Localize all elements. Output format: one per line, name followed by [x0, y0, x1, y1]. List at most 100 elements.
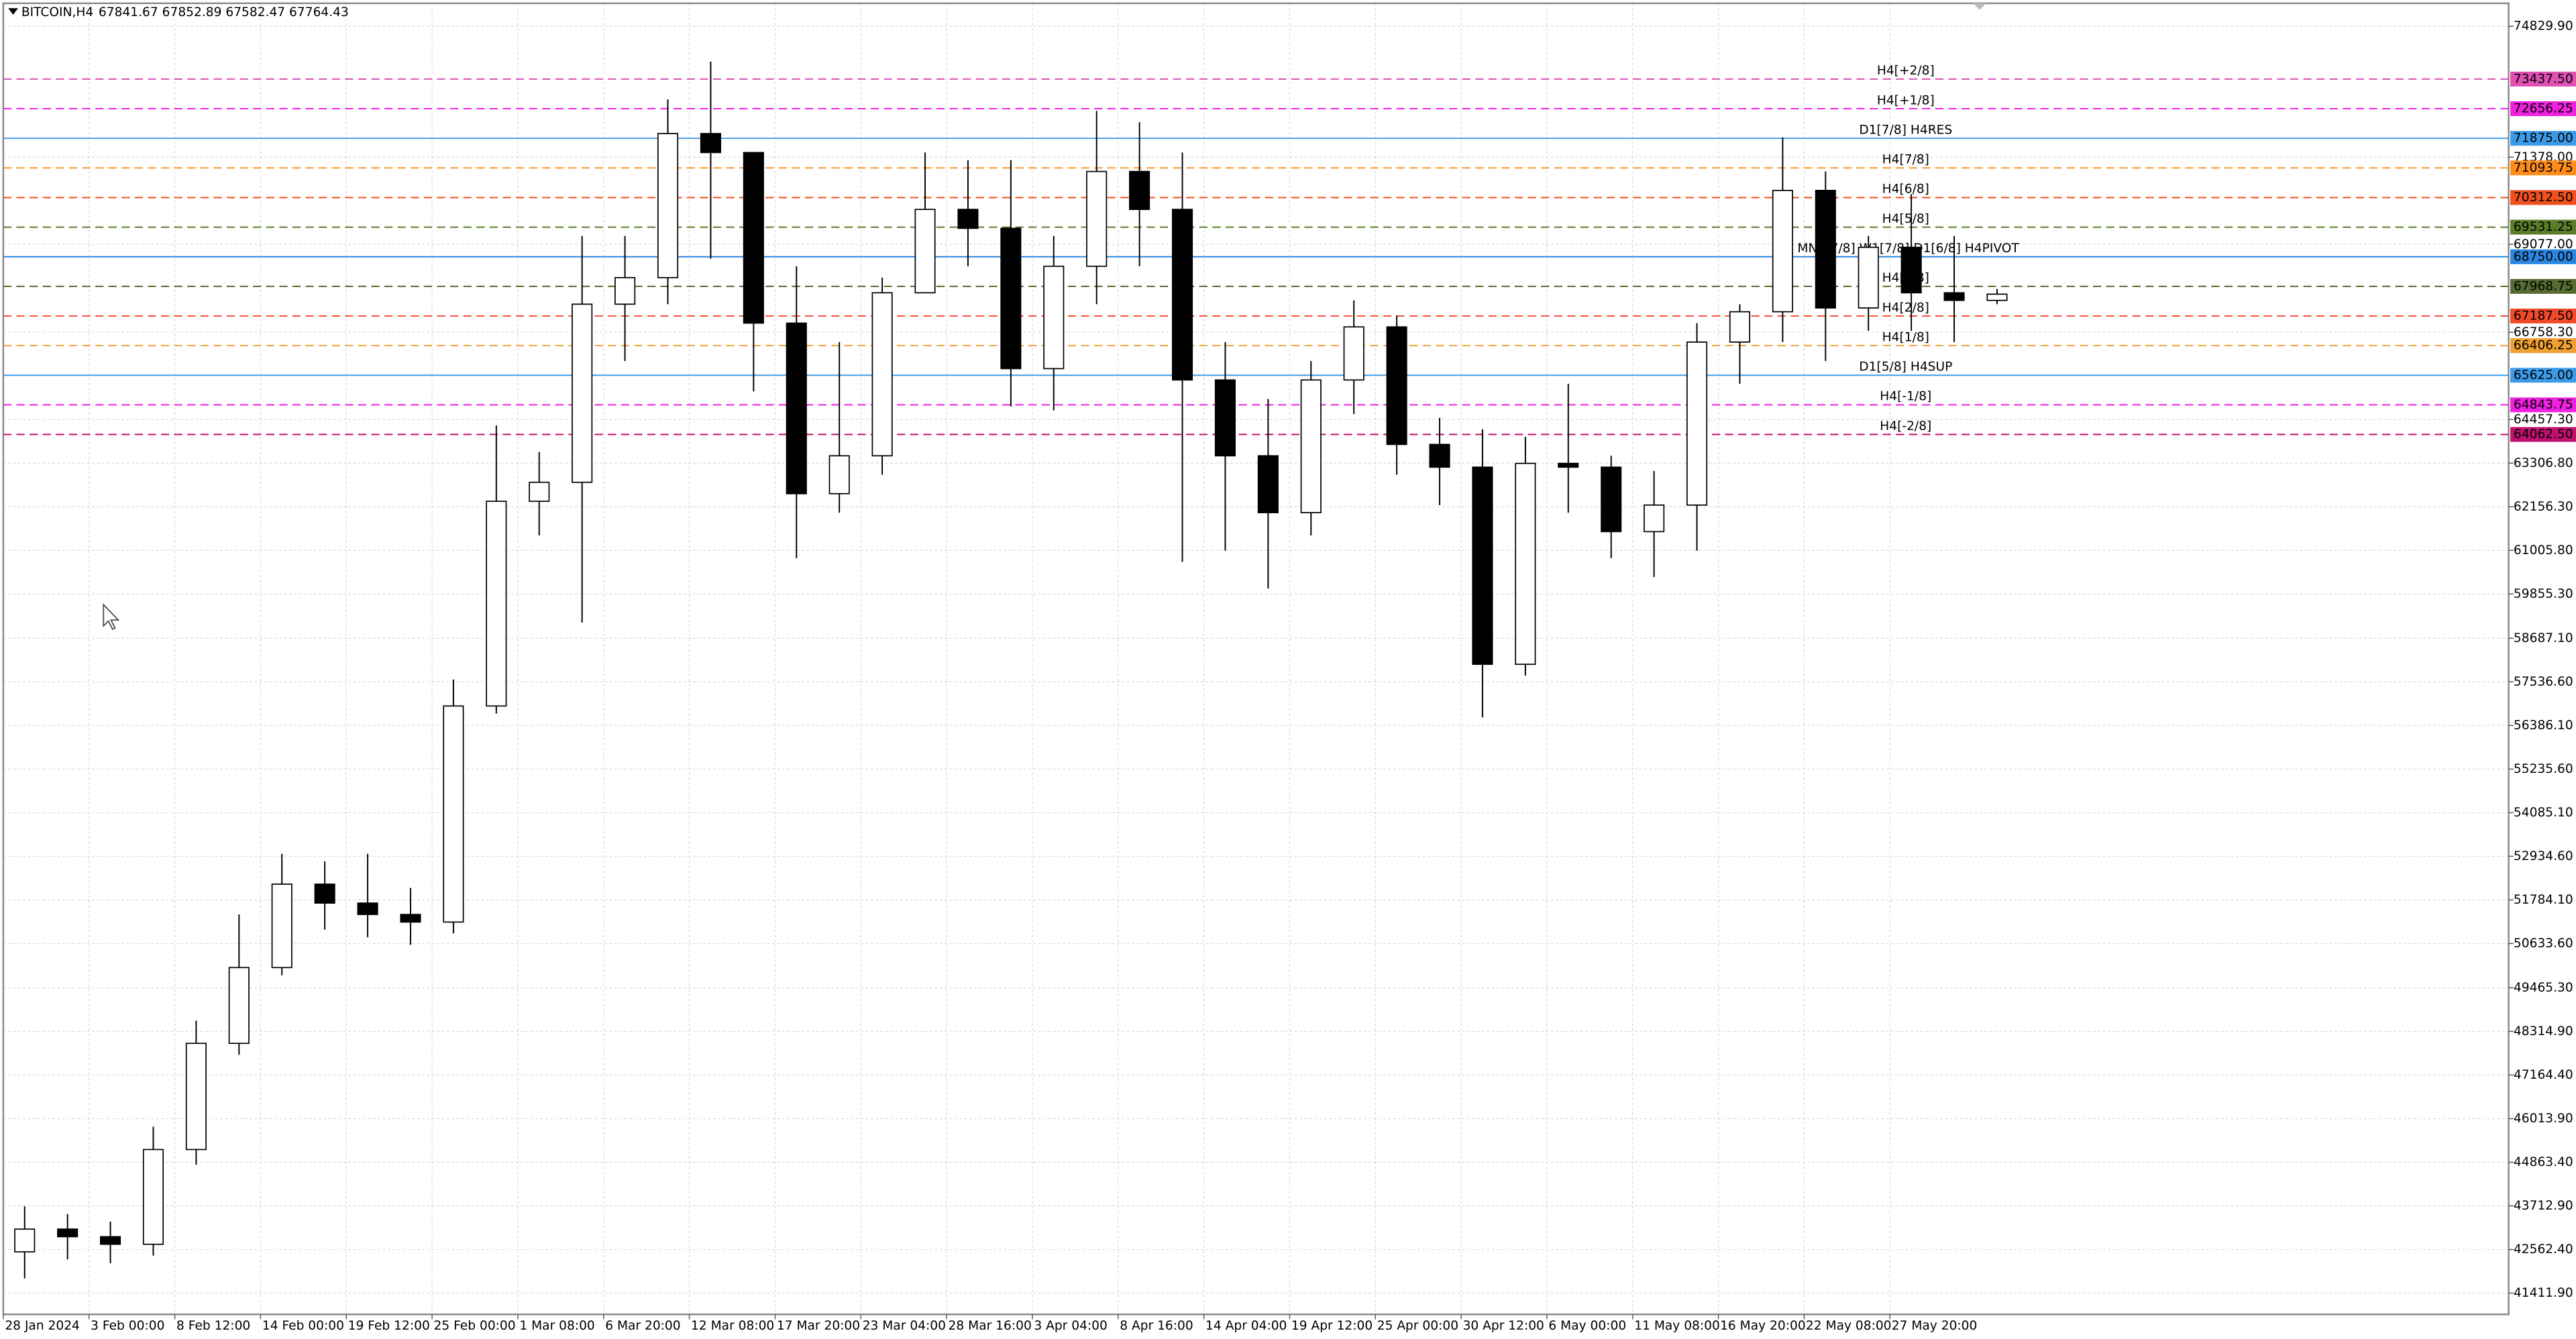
candle-body [228, 967, 250, 1045]
candle-body [1772, 190, 1793, 313]
y-tick-label: 61005.80 [2514, 543, 2573, 557]
candle-body [1686, 341, 1708, 506]
y-tick-label: 74829.90 [2514, 19, 2573, 34]
level-label: H4[2/8] [1882, 301, 1929, 315]
level-label: H4[-2/8] [1880, 419, 1931, 433]
price-box [2510, 219, 2576, 235]
price-box-label: 68750.00 [2514, 250, 2573, 264]
grid [3, 3, 2509, 1315]
candle-body [1558, 462, 1579, 468]
y-tick-label: 49465.30 [2514, 981, 2573, 995]
y-tick-label: 48314.90 [2514, 1024, 2573, 1038]
price-box [2510, 309, 2576, 324]
shift-marker [1973, 3, 1986, 10]
x-tick-label: 12 Mar 08:00 [691, 1319, 774, 1333]
candle-body [914, 209, 936, 294]
ohlc: 67841.67 67852.89 67582.47 67764.43 [99, 5, 349, 19]
menu-arrow[interactable] [8, 8, 18, 15]
x-tick-label: 25 Apr 00:00 [1377, 1319, 1458, 1333]
level-label: H4[1/8] [1882, 330, 1929, 344]
price-box [2510, 338, 2576, 354]
candle-body [1515, 462, 1536, 665]
x-tick-label: 1 Mar 08:00 [519, 1319, 594, 1333]
y-tick-label: 55235.60 [2514, 762, 2573, 776]
candle-body [1943, 292, 1965, 301]
level-label: H4[-1/8] [1880, 390, 1931, 404]
price-box-label: 71875.00 [2514, 131, 2573, 146]
price-box-label: 66406.25 [2514, 339, 2573, 353]
candles [14, 61, 2008, 1279]
y-tick-label: 62156.30 [2514, 500, 2573, 514]
candle-body [657, 133, 679, 278]
x-tick-label: 8 Feb 12:00 [176, 1319, 250, 1333]
candle-body [1257, 455, 1279, 514]
candle-body [443, 705, 464, 923]
price-box-label: 73437.50 [2514, 72, 2573, 86]
x-tick-label: 11 May 08:00 [1634, 1319, 1720, 1333]
y-tick-label: 41411.90 [2514, 1286, 2573, 1300]
candle-body [743, 152, 764, 324]
candle-body [871, 292, 893, 457]
candle-body [314, 883, 335, 904]
candle-body [786, 322, 807, 494]
x-tick-label: 14 Feb 00:00 [262, 1319, 344, 1333]
price-box-label: 65625.00 [2514, 368, 2573, 382]
candle-body [1043, 266, 1065, 370]
price-box [2510, 278, 2576, 294]
x-tick-label: 6 May 00:00 [1548, 1319, 1626, 1333]
symbol: BITCOIN,H4 [21, 5, 93, 19]
candle-body [1644, 504, 1665, 533]
candle-body [1171, 209, 1193, 381]
x-tick-label: 6 Mar 20:00 [605, 1319, 680, 1333]
candle-body [1000, 227, 1022, 370]
candle-body [828, 455, 850, 494]
y-tick-label: 56386.10 [2514, 718, 2573, 733]
level-label: H4[+2/8] [1877, 64, 1935, 78]
price-box [2510, 71, 2576, 87]
y-tick-label: 43712.90 [2514, 1199, 2573, 1213]
y-tick-label: 58687.10 [2514, 631, 2573, 645]
candle-body [1214, 379, 1236, 457]
y-tick-label: 51784.10 [2514, 893, 2573, 907]
x-tick-label: 3 Apr 04:00 [1034, 1319, 1107, 1333]
y-tick-label: 47164.40 [2514, 1068, 2573, 1082]
candle-body [185, 1042, 207, 1150]
y-tick-label: 50633.60 [2514, 936, 2573, 951]
y-tick-label: 57536.60 [2514, 675, 2573, 689]
price-box [2510, 368, 2576, 383]
y-tick-label: 42562.40 [2514, 1242, 2573, 1256]
level-label: D1[7/8] H4RES [1859, 123, 1952, 137]
candle-body [357, 902, 378, 916]
x-tick-label: 28 Jan 2024 [5, 1319, 80, 1333]
price-box-label: 64843.75 [2514, 398, 2573, 412]
candle-body [1343, 326, 1364, 381]
candle-body [1601, 466, 1622, 533]
x-tick-label: 28 Mar 16:00 [949, 1319, 1032, 1333]
candle-body [1086, 170, 1108, 267]
x-tick-label: 19 Feb 12:00 [348, 1319, 430, 1333]
x-tick-label: 19 Apr 12:00 [1291, 1319, 1373, 1333]
candle-body [614, 276, 636, 305]
y-tick-label: 46013.90 [2514, 1112, 2573, 1126]
candle-body [1986, 293, 2008, 301]
candle-body [1429, 443, 1450, 468]
price-box [2510, 249, 2576, 264]
candle-body [529, 482, 550, 502]
y-tick-label: 63306.80 [2514, 456, 2573, 470]
x-tick-label: 27 May 20:00 [1892, 1319, 1978, 1333]
x-tick-label: 8 Apr 16:00 [1120, 1319, 1193, 1333]
candle-body [1300, 379, 1322, 514]
level-label: H4[6/8] [1882, 182, 1929, 197]
candle-body [572, 303, 593, 483]
price-box-label: 70312.50 [2514, 191, 2573, 205]
candle-body [1815, 190, 1836, 309]
x-tick-label: 16 May 20:00 [1720, 1319, 1806, 1333]
price-box-label: 71093.75 [2514, 161, 2573, 175]
x-tick-label: 25 Feb 00:00 [434, 1319, 516, 1333]
candle-body [400, 914, 421, 923]
level-label: D1[5/8] H4SUP [1859, 360, 1952, 374]
price-box-label: 67187.50 [2514, 309, 2573, 323]
axes: 74829.9071378.0069077.0066758.3064457.30… [3, 19, 2576, 1333]
